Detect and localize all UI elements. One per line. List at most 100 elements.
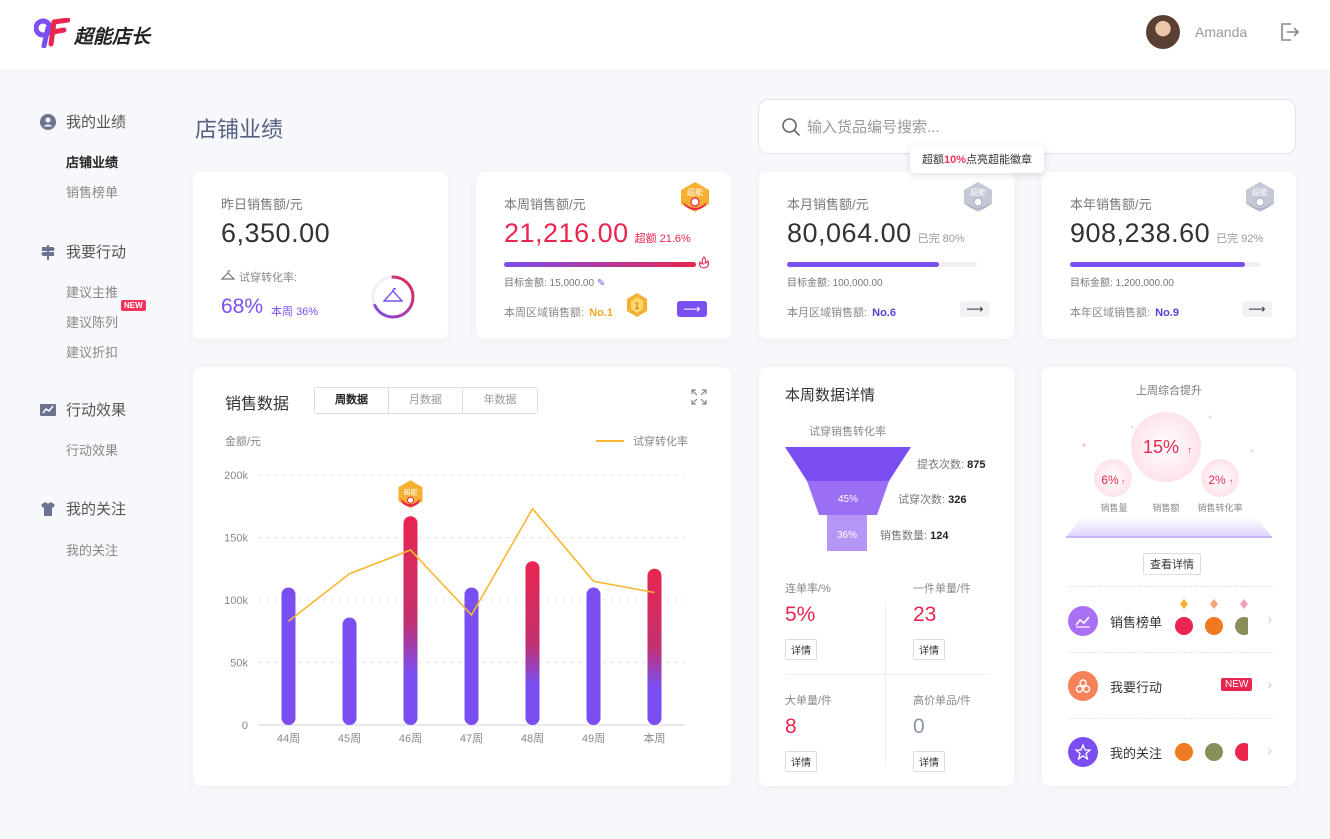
funnel-level-2 xyxy=(807,481,889,515)
card-value: 908,238.60 已完 92% xyxy=(1070,218,1264,248)
expand-icon[interactable] xyxy=(691,389,707,405)
logo-icon xyxy=(34,18,70,48)
search-box[interactable] xyxy=(758,99,1296,154)
nav-item-store-performance[interactable]: 店铺业绩 xyxy=(66,155,119,170)
card-value: 80,064.00 已完 80% xyxy=(787,218,965,248)
card-yesterday-sales: 昨日销售额/元 6,350.00 试穿转化率: 68% 本周 36% xyxy=(193,172,448,339)
funnel-chart: 45% 36% xyxy=(785,447,911,551)
bubble-sales-qty xyxy=(1094,459,1132,497)
y-tick-label: 100k xyxy=(224,595,248,607)
hanger-icon xyxy=(221,270,235,280)
improve-title: 上周综合提升 xyxy=(1136,385,1202,397)
svg-text:↑: ↑ xyxy=(1229,477,1233,486)
badge-text: 超能 xyxy=(687,187,703,197)
username: Amanda xyxy=(1195,24,1248,40)
funnel-pct: 36% xyxy=(837,530,857,541)
x-tick-label: 本周 xyxy=(644,731,666,745)
detail-button[interactable]: 详情 xyxy=(785,751,817,772)
conversion-line xyxy=(288,507,655,622)
month-details-button[interactable]: ⟶ xyxy=(960,301,990,317)
divider xyxy=(1068,718,1273,719)
shirt-icon xyxy=(41,501,55,516)
metric-value: 5% xyxy=(785,603,816,626)
tab-month[interactable]: 月数据 xyxy=(389,388,463,413)
y-tick-label: 200k xyxy=(224,470,248,482)
metric-value: 8 xyxy=(785,715,797,738)
improvement-card: 上周综合提升 15% ↑ 6% ↑ 2% ↑ 销售量 销售额 销售转化率 查看详… xyxy=(1042,367,1296,786)
target-amount: 目标金额: 100,000.00 xyxy=(787,278,883,289)
metric-divider-h xyxy=(785,674,990,675)
platform xyxy=(1066,517,1272,537)
card-value: 21,216.00 超额 21.6% xyxy=(504,218,691,248)
badge-text: 超能 xyxy=(404,487,418,496)
card-week-sales: 本周销售额/元 21,216.00 超额 21.6% 超能 目标金额: 15,000… xyxy=(476,172,731,339)
card-month-sales: 本月销售额/元 80,064.00 已完 80% 超能 目标金额: 100,000… xyxy=(759,172,1014,339)
nav-item-action-effect[interactable]: 行动效果 xyxy=(66,443,119,458)
x-tick-label: 47周 xyxy=(460,732,483,745)
region-rank: 本周区域销售额: No.1 xyxy=(504,307,613,319)
super-badge-icon: 超能 xyxy=(398,480,423,509)
nav-item-suggest-promote[interactable]: 建议主推 xyxy=(66,285,119,300)
nav-group-action-effect[interactable]: 行动效果 xyxy=(40,399,126,420)
chevron-right-icon[interactable]: › xyxy=(1267,611,1272,627)
detail-button[interactable]: 详情 xyxy=(913,751,945,772)
super-badge-gray-icon: 超能 xyxy=(964,182,992,212)
progress-fill xyxy=(504,262,696,267)
sales-chart-card: 销售数据 周数据 月数据 年数据 金额/元 试穿转化率 200k 150k 100k… xyxy=(193,367,731,786)
x-tick-label: 45周 xyxy=(338,732,361,745)
detail-button[interactable]: 详情 xyxy=(785,639,817,660)
bar-46周 xyxy=(403,516,418,725)
action-circles-icon xyxy=(1068,671,1098,701)
week-detail-card: 本周数据详情 试穿销售转化率 45% 36% 提衣次数: 875 试穿次数: 3… xyxy=(759,367,1014,786)
shortcut-my-follow[interactable]: 我的关注 xyxy=(1068,735,1162,769)
shortcut-take-action[interactable]: 我要行动 xyxy=(1068,669,1162,703)
bar-49周 xyxy=(586,587,601,725)
card-title: 昨日销售额/元 xyxy=(221,197,303,212)
bubble-conversion xyxy=(1201,459,1239,497)
bar-48周 xyxy=(525,561,540,725)
progress-fill xyxy=(1070,262,1245,267)
week-details-button[interactable]: ⟶ xyxy=(677,301,707,317)
x-tick-label: 44周 xyxy=(277,732,300,745)
view-details-button[interactable]: 查看详情 xyxy=(1143,553,1201,575)
target-amount: 目标金额: 15,000.00 ✎ xyxy=(504,278,606,289)
detail-button[interactable]: 详情 xyxy=(913,639,945,660)
week-conversion: 本周 36% xyxy=(271,306,319,318)
shortcut-sales-ranking[interactable]: 销售榜单 xyxy=(1068,604,1162,638)
tab-year[interactable]: 年数据 xyxy=(463,388,537,413)
tab-week[interactable]: 周数据 xyxy=(315,388,389,413)
progress-fill xyxy=(787,262,939,267)
nav-item-sales-ranking[interactable]: 销售榜单 xyxy=(66,185,119,200)
metric-label: 大单量/件 xyxy=(785,695,833,707)
nav-group-label: 行动效果 xyxy=(66,402,127,419)
year-details-button[interactable]: ⟶ xyxy=(1242,301,1272,317)
card-year-sales: 本年销售额/元 908,238.60 已完 92% 超能 目标金额: 1,200,… xyxy=(1042,172,1296,339)
bubble-sales-amount xyxy=(1131,412,1201,482)
x-tick-label: 49周 xyxy=(582,732,605,745)
medal-icon: 1 xyxy=(627,293,647,317)
chevron-right-icon[interactable]: › xyxy=(1267,676,1272,692)
chevron-right-icon[interactable]: › xyxy=(1267,742,1272,758)
nav-group-label: 我的关注 xyxy=(66,501,127,518)
logout-icon[interactable] xyxy=(1278,21,1300,43)
ranking-avatars xyxy=(1175,599,1248,635)
nav-item-my-follow[interactable]: 我的关注 xyxy=(66,543,119,558)
edit-icon: ✎ xyxy=(596,278,606,289)
nav-item-suggest-display[interactable]: 建议陈列 xyxy=(66,315,119,330)
nav-group-take-action[interactable]: 我要行动 xyxy=(40,241,126,262)
page-title: 店铺业绩 xyxy=(195,117,284,142)
nav-group-my-follow[interactable]: 我的关注 xyxy=(40,498,126,519)
target-amount: 目标金额: 1,200,000.00 xyxy=(1070,278,1174,289)
region-rank: 本月区域销售额: No.6 xyxy=(787,307,896,319)
y-tick-label: 150k xyxy=(224,533,248,545)
nav-group-my-performance[interactable]: 我的业绩 xyxy=(40,111,126,132)
new-tag: NEW xyxy=(121,300,146,311)
avatar[interactable] xyxy=(1146,15,1180,49)
star-icon xyxy=(1068,737,1098,767)
nav-item-suggest-discount[interactable]: 建议折扣 xyxy=(66,345,119,360)
search-input[interactable] xyxy=(807,113,1267,141)
shortcut-label: 我要行动 xyxy=(1110,679,1163,695)
progress-track xyxy=(787,262,977,267)
logo-text: 超能店长 xyxy=(74,27,151,48)
bar-本周 xyxy=(647,568,662,725)
